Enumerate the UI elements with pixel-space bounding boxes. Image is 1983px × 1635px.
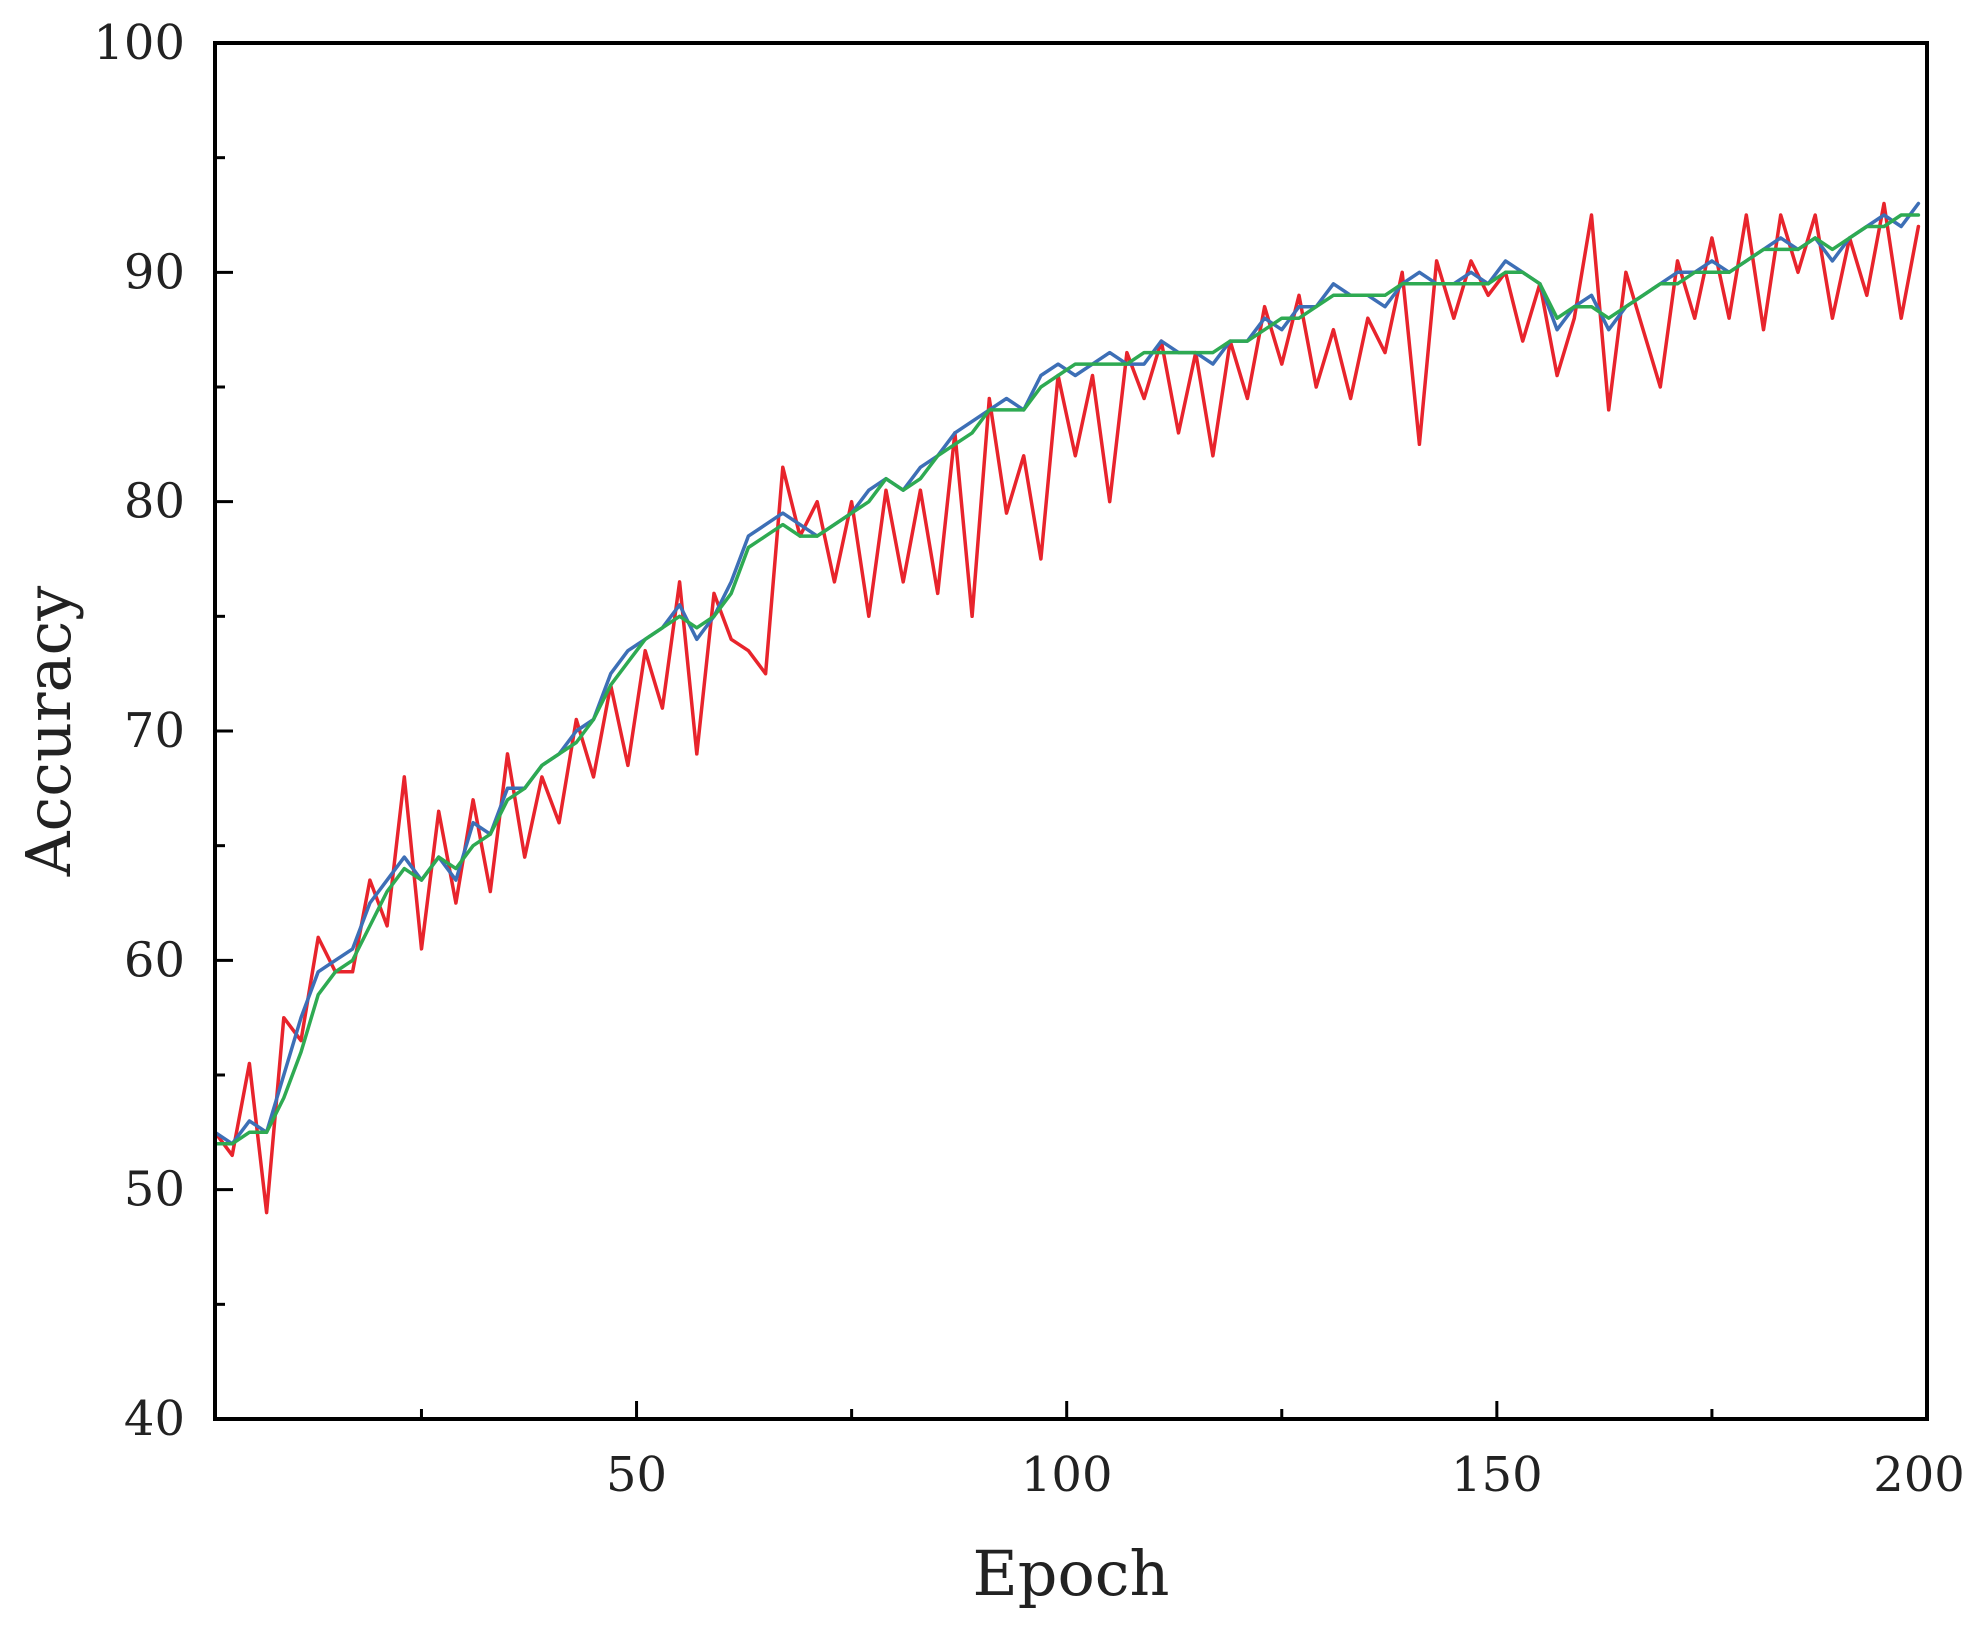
series-line-3 (213, 213, 1921, 1146)
series-line-2 (213, 201, 1921, 1146)
x-tick-label: 50 (606, 1447, 667, 1503)
y-tick-label: 80 (124, 474, 185, 530)
x-tick-label: 200 (1873, 1447, 1965, 1503)
series-layer (213, 201, 1921, 1215)
tick-labels: 50 100 150 200 40 50 60 70 80 90 100 (93, 15, 1964, 1503)
y-tick-label: 70 (124, 703, 185, 759)
y-tick-label: 100 (93, 15, 185, 71)
ticks-layer (215, 41, 1929, 1421)
y-tick-label: 40 (124, 1391, 185, 1447)
y-tick-label: 50 (124, 1162, 185, 1218)
y-tick-label: 60 (124, 932, 185, 988)
x-axis-title: Epoch (973, 1537, 1170, 1610)
x-tick-label: 100 (1021, 1447, 1113, 1503)
y-axis-title: Accuracy (12, 586, 85, 878)
series-line-1 (213, 201, 1921, 1215)
y-tick-label: 90 (124, 244, 185, 300)
plot-frame (213, 41, 1929, 1421)
x-tick-label: 150 (1451, 1447, 1543, 1503)
